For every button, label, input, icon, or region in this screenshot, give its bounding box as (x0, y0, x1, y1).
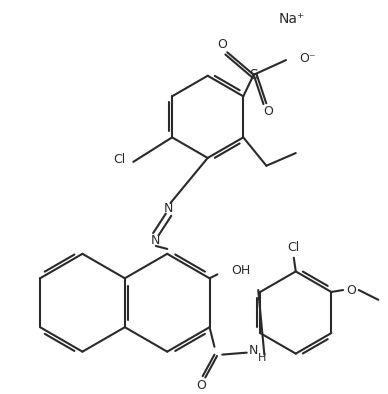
Text: S: S (249, 68, 258, 82)
Text: H: H (258, 353, 267, 362)
Text: N: N (151, 234, 161, 247)
Text: OH: OH (231, 264, 250, 277)
Text: N: N (164, 202, 173, 215)
Text: O: O (217, 38, 227, 51)
Text: Cl: Cl (288, 242, 300, 255)
Text: N: N (249, 344, 258, 357)
Text: Cl: Cl (114, 153, 126, 166)
Text: O: O (346, 284, 356, 297)
Text: Na⁺: Na⁺ (278, 12, 305, 26)
Text: O: O (263, 106, 273, 119)
Text: O: O (196, 379, 206, 392)
Text: O⁻: O⁻ (300, 52, 316, 65)
